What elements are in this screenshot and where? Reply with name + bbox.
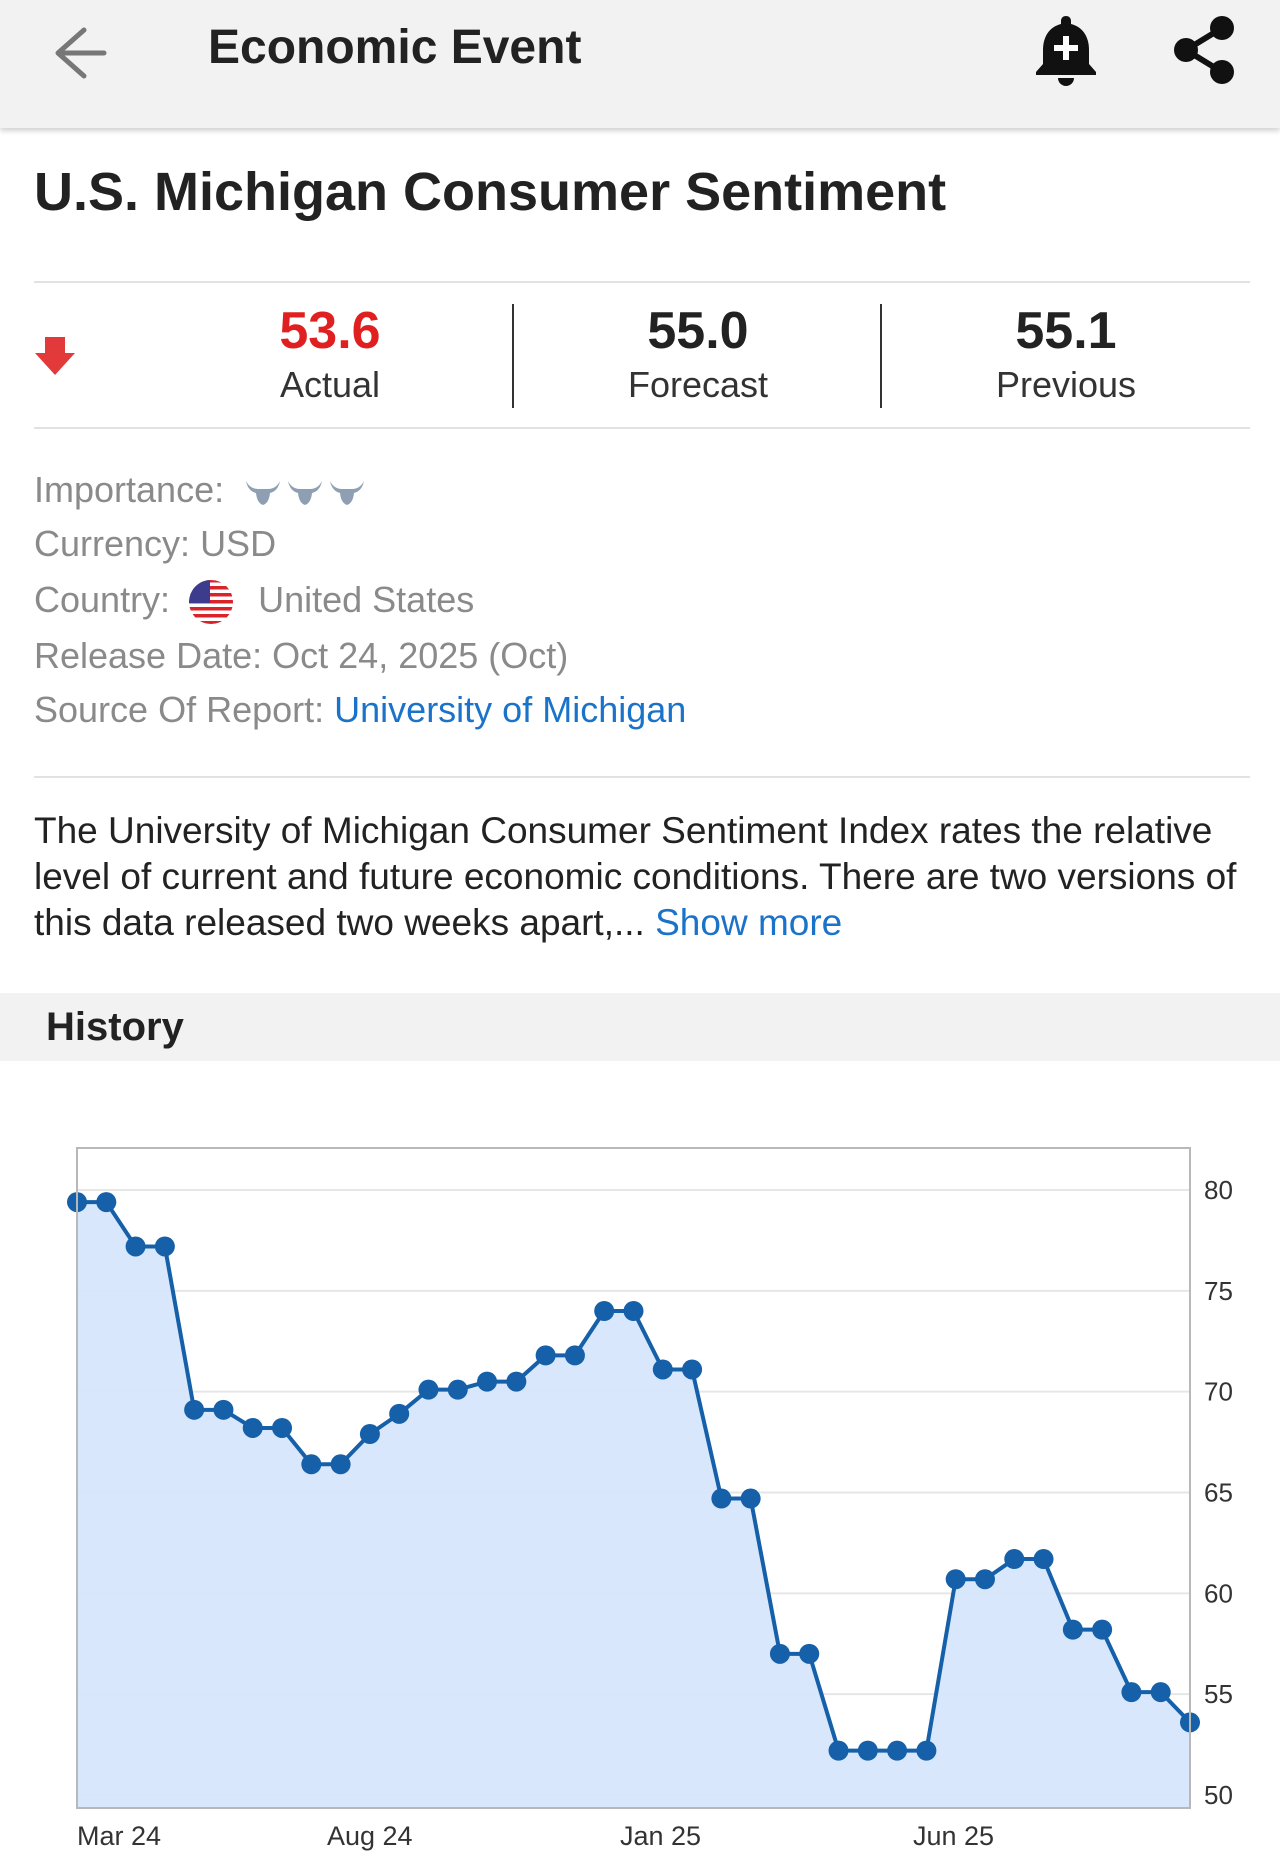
currency-row: Currency: USD xyxy=(34,522,276,566)
source-label: Source Of Report: xyxy=(34,689,325,730)
source-row: Source Of Report: University of Michigan xyxy=(34,688,686,732)
x-tick-label: Mar 24 xyxy=(77,1821,161,1851)
data-point xyxy=(418,1379,439,1400)
data-point xyxy=(154,1236,175,1257)
y-tick-label: 80 xyxy=(1204,1175,1233,1205)
y-tick-label: 50 xyxy=(1204,1780,1233,1810)
data-point xyxy=(125,1236,146,1257)
divider xyxy=(34,776,1250,778)
y-tick-label: 75 xyxy=(1204,1276,1233,1306)
data-point xyxy=(447,1379,468,1400)
area-fill xyxy=(77,1202,1190,1808)
actual-stat: 53.6 Actual xyxy=(150,300,510,408)
arrow-down-icon xyxy=(35,337,75,375)
data-point xyxy=(740,1488,761,1509)
y-tick-label: 70 xyxy=(1204,1377,1233,1407)
data-point xyxy=(1062,1619,1083,1640)
data-point xyxy=(301,1454,322,1475)
x-tick-label: Aug 24 xyxy=(327,1821,413,1851)
data-point xyxy=(1150,1682,1171,1703)
history-title: History xyxy=(46,1005,184,1049)
share-icon[interactable] xyxy=(1168,14,1240,86)
data-point xyxy=(857,1740,878,1761)
release-label: Release Date: xyxy=(34,635,263,676)
data-point xyxy=(974,1569,995,1590)
previous-value: 55.1 xyxy=(1015,302,1117,360)
event-title: U.S. Michigan Consumer Sentiment xyxy=(34,162,947,222)
release-row: Release Date: Oct 24, 2025 (Oct) xyxy=(34,634,568,678)
previous-label: Previous xyxy=(995,364,1137,405)
forecast-stat: 55.0 Forecast xyxy=(518,300,878,408)
event-description: The University of Michigan Consumer Sent… xyxy=(34,808,1250,946)
data-point xyxy=(945,1569,966,1590)
data-point xyxy=(213,1399,234,1420)
divider xyxy=(34,281,1250,283)
data-point xyxy=(1121,1682,1142,1703)
y-tick-label: 60 xyxy=(1204,1578,1233,1608)
arrow-left-icon[interactable] xyxy=(48,22,110,84)
y-tick-label: 55 xyxy=(1204,1679,1233,1709)
data-point xyxy=(711,1488,732,1509)
data-point xyxy=(916,1740,937,1761)
data-point xyxy=(389,1403,410,1424)
release-value: Oct 24, 2025 (Oct) xyxy=(272,635,569,676)
actual-value: 53.6 xyxy=(279,302,381,360)
data-point xyxy=(623,1301,644,1321)
data-point xyxy=(1033,1549,1054,1570)
data-point xyxy=(682,1359,703,1380)
x-tick-label: Jan 25 xyxy=(620,1821,701,1851)
previous-stat: 55.1 Previous xyxy=(886,300,1246,408)
country-row: Country: United States xyxy=(34,578,474,625)
forecast-label: Forecast xyxy=(627,364,769,405)
forecast-value: 55.0 xyxy=(647,302,749,360)
country-value: United States xyxy=(258,579,475,620)
history-section-header: History xyxy=(0,993,1280,1061)
source-link[interactable]: University of Michigan xyxy=(334,689,687,730)
data-point xyxy=(506,1371,527,1392)
data-point xyxy=(184,1399,205,1420)
us-flag-icon xyxy=(189,580,234,625)
data-point xyxy=(242,1417,263,1438)
currency-label: Currency: xyxy=(34,523,191,564)
importance-bulls-icon xyxy=(246,481,365,506)
importance-row: Importance: xyxy=(34,468,366,512)
divider xyxy=(34,427,1250,429)
country-label: Country: xyxy=(34,579,171,620)
plot-border xyxy=(76,1147,1191,1809)
data-point xyxy=(799,1643,820,1664)
data-point xyxy=(535,1345,556,1366)
data-point xyxy=(477,1371,498,1392)
data-point xyxy=(1092,1619,1113,1640)
actual-label: Actual xyxy=(279,364,381,405)
app-bar: Economic Event xyxy=(0,0,1280,128)
data-point xyxy=(594,1301,615,1321)
currency-value: USD xyxy=(200,523,277,564)
importance-label: Importance: xyxy=(34,469,225,510)
data-point xyxy=(330,1454,351,1475)
data-point xyxy=(769,1643,790,1664)
app-bar-title: Economic Event xyxy=(208,21,582,74)
bell-plus-icon[interactable] xyxy=(1032,12,1100,88)
show-more-link[interactable]: Show more xyxy=(655,902,843,943)
data-point xyxy=(272,1417,293,1438)
stat-divider xyxy=(512,304,514,408)
data-point xyxy=(564,1345,585,1366)
stat-divider xyxy=(880,304,882,408)
description-text: The University of Michigan Consumer Sent… xyxy=(34,810,1237,943)
y-tick-label: 65 xyxy=(1204,1478,1233,1508)
data-point xyxy=(96,1192,117,1213)
data-point xyxy=(1004,1549,1025,1570)
data-point xyxy=(828,1740,849,1761)
history-chart: 80 75 70 65 60 55 50 Mar 24 Aug 24 Jan 25 Jun 25 xyxy=(67,1147,1233,1851)
data-point xyxy=(359,1424,380,1445)
x-tick-label: Jun 25 xyxy=(913,1821,994,1851)
data-point xyxy=(652,1359,673,1380)
data-point xyxy=(887,1740,908,1761)
